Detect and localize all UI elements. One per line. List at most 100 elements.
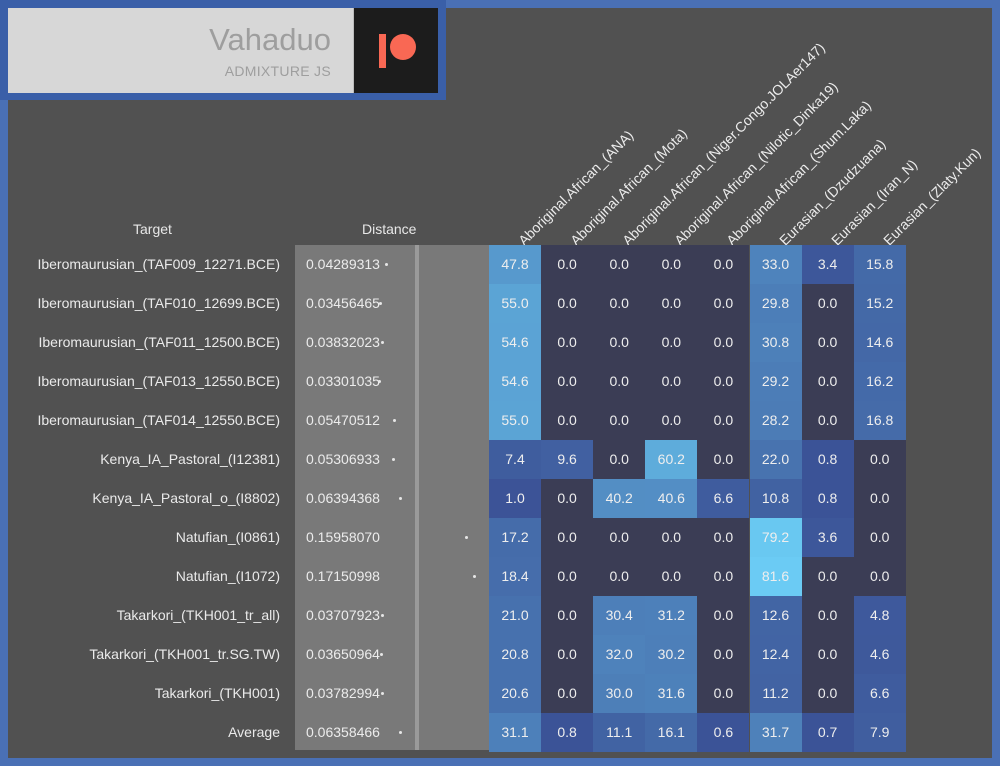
- distance-marker: [398, 731, 402, 734]
- value-cell: 18.4: [489, 557, 541, 596]
- value-cell: 11.2: [749, 674, 802, 713]
- value-cell: 0.0: [853, 440, 906, 479]
- value-cell: 0.0: [541, 518, 594, 557]
- value-cell: 81.6: [749, 557, 802, 596]
- patreon-button[interactable]: [354, 8, 438, 93]
- value-cell: 0.0: [853, 557, 906, 596]
- distance-marker: [381, 692, 385, 695]
- value-cell: 0.0: [697, 440, 750, 479]
- row-target: Iberomaurusian_(TAF014_12550.BCE): [37, 412, 280, 428]
- value-cell: 0.6: [697, 713, 750, 752]
- row-distance: 0.03707923: [306, 607, 380, 623]
- target-header: Target: [133, 221, 172, 237]
- value-cell: 55.0: [489, 401, 541, 440]
- value-cell: 0.0: [541, 479, 594, 518]
- value-cell: 0.0: [697, 635, 750, 674]
- value-cell: 31.7: [749, 713, 802, 752]
- row-target: Iberomaurusian_(TAF013_12550.BCE): [37, 373, 280, 389]
- value-cell: 0.0: [645, 362, 698, 401]
- value-cell: 29.8: [749, 284, 802, 323]
- value-cell: 0.0: [593, 440, 646, 479]
- value-cell: 0.0: [541, 557, 594, 596]
- app-subtitle: ADMIXTURE JS: [224, 63, 331, 79]
- row-target: Iberomaurusian_(TAF011_12500.BCE): [38, 334, 281, 350]
- value-cell: 0.0: [697, 401, 750, 440]
- value-cell: 6.6: [853, 674, 906, 713]
- value-cell: 79.2: [749, 518, 802, 557]
- value-cell: 0.0: [697, 596, 750, 635]
- distance-marker: [399, 497, 403, 500]
- row-distance: 0.03301035: [306, 373, 380, 389]
- value-cell: 0.0: [593, 401, 646, 440]
- value-cell: 30.2: [645, 635, 698, 674]
- row-target: Kenya_IA_Pastoral_(I12381): [100, 451, 280, 467]
- value-cell: 9.6: [541, 440, 594, 479]
- row-distance: 0.06394368: [306, 490, 380, 506]
- row-target: Average: [228, 724, 280, 740]
- value-cell: 40.2: [593, 479, 646, 518]
- value-cell: 0.0: [541, 323, 594, 362]
- value-cell: 0.0: [593, 362, 646, 401]
- value-cell: 0.0: [541, 596, 594, 635]
- value-cell: 0.0: [541, 635, 594, 674]
- value-cell: 0.0: [593, 323, 646, 362]
- value-cell: 20.8: [489, 635, 541, 674]
- distance-marker: [380, 614, 384, 617]
- value-cell: 31.2: [645, 596, 698, 635]
- value-cell: 31.6: [645, 674, 698, 713]
- distance-marker: [380, 653, 384, 656]
- value-cell: 12.6: [749, 596, 802, 635]
- value-cell: 22.0: [749, 440, 802, 479]
- value-cell: 0.0: [853, 518, 906, 557]
- row-target: Takarkori_(TKH001_tr_all): [116, 607, 280, 623]
- value-cell: 47.8: [489, 245, 541, 284]
- value-cell: 0.0: [645, 323, 698, 362]
- value-cell: 28.2: [749, 401, 802, 440]
- value-cell: 0.0: [541, 401, 594, 440]
- row-target: Takarkori_(TKH001_tr.SG.TW): [89, 646, 280, 662]
- value-cell: 0.0: [645, 245, 698, 284]
- row-target: Natufian_(I0861): [175, 529, 280, 545]
- value-cell: 30.0: [593, 674, 646, 713]
- value-cell: 33.0: [749, 245, 802, 284]
- value-cell: 0.0: [593, 284, 646, 323]
- value-cell: 17.2: [489, 518, 541, 557]
- value-cell: 15.2: [853, 284, 906, 323]
- value-cell: 4.8: [853, 596, 906, 635]
- value-cell: 0.0: [541, 674, 594, 713]
- value-cell: 0.7: [801, 713, 854, 752]
- distance-separator: [415, 245, 419, 750]
- value-cell: 0.0: [801, 596, 854, 635]
- value-cell: 0.0: [645, 284, 698, 323]
- value-cell: 0.0: [541, 284, 594, 323]
- value-cell: 7.9: [853, 713, 906, 752]
- row-distance: 0.04289313: [306, 256, 380, 272]
- value-cell: 0.0: [801, 674, 854, 713]
- value-cell: 0.0: [801, 284, 854, 323]
- value-cell: 60.2: [645, 440, 698, 479]
- top-background: [446, 8, 992, 100]
- row-target: Iberomaurusian_(TAF009_12271.BCE): [37, 256, 280, 272]
- distance-marker: [377, 380, 381, 383]
- value-cell: 12.4: [749, 635, 802, 674]
- value-cell: 16.1: [645, 713, 698, 752]
- value-cell: 0.0: [801, 362, 854, 401]
- value-cell: 4.6: [853, 635, 906, 674]
- row-distance: 0.03456465: [306, 295, 380, 311]
- row-target: Takarkori_(TKH001): [154, 685, 280, 701]
- value-cell: 20.6: [489, 674, 541, 713]
- value-cell: 0.0: [801, 557, 854, 596]
- app-title: Vahaduo: [209, 22, 331, 57]
- value-cell: 0.0: [645, 557, 698, 596]
- value-cell: 0.0: [853, 479, 906, 518]
- row-distance: 0.15958070: [306, 529, 380, 545]
- logo-panel[interactable]: Vahaduo ADMIXTURE JS: [8, 8, 354, 93]
- value-cell: 0.8: [801, 440, 854, 479]
- value-cell: 0.0: [801, 323, 854, 362]
- value-cell: 1.0: [489, 479, 541, 518]
- distance-marker: [473, 575, 477, 578]
- value-cell: 30.4: [593, 596, 646, 635]
- distance-column: [295, 245, 489, 750]
- row-target: Iberomaurusian_(TAF010_12699.BCE): [37, 295, 280, 311]
- value-cell: 0.0: [645, 518, 698, 557]
